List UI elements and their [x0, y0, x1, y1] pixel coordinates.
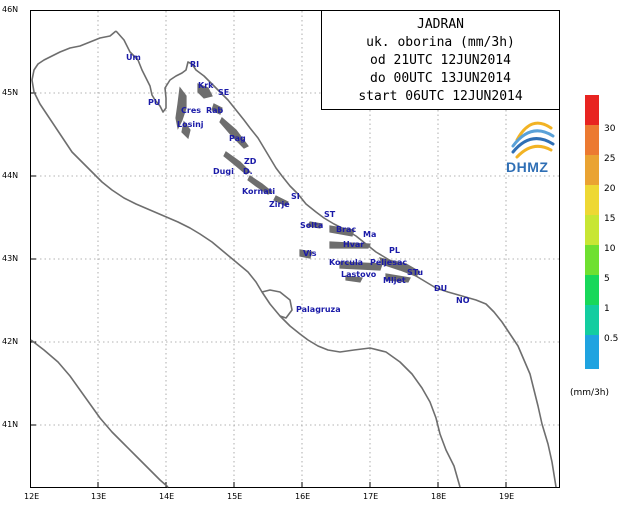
island-krk	[197, 83, 213, 99]
place-label-rab: Rab	[206, 106, 224, 115]
island-lastovo	[345, 275, 363, 283]
place-label-si: SI	[291, 192, 300, 201]
island-dugi	[223, 151, 252, 175]
island-kornati	[247, 175, 274, 195]
legend-label-10: 10	[604, 244, 616, 254]
coastline	[30, 30, 557, 488]
island-solta	[307, 221, 323, 229]
place-label-vis: Vis	[303, 249, 317, 258]
island-pag	[219, 117, 249, 149]
island-cres	[175, 86, 187, 130]
title-run-start: start 06UTC 12JUN2014	[358, 89, 523, 104]
place-label-pu: PU	[148, 98, 161, 107]
island-vis	[299, 249, 313, 259]
lat-label-42n: 42N	[2, 337, 19, 346]
lon-label-16e: 16E	[295, 492, 311, 501]
legend-swatch-top	[585, 95, 599, 125]
island-mljet	[385, 273, 411, 283]
title-box: JADRAN uk. oborina (mm/3h) od 21UTC 12JU…	[321, 11, 559, 110]
gargano	[261, 289, 293, 319]
islands	[175, 83, 421, 283]
lon-label-18e: 18E	[431, 492, 447, 501]
lat-label-43n: 43N	[2, 254, 19, 263]
place-label-losinj: Losinj	[177, 120, 204, 129]
place-label-dugi: Dugi	[213, 167, 234, 176]
island-rab	[211, 103, 223, 115]
title-variable: uk. oborina (mm/3h)	[366, 35, 515, 50]
place-label-d: D.	[243, 167, 253, 176]
legend-label-30: 30	[604, 124, 616, 134]
island-zirje	[273, 195, 289, 207]
lon-label-13e: 13E	[91, 492, 107, 501]
eastern-coast	[115, 30, 557, 488]
place-label-pl: PL	[389, 246, 400, 255]
frame-ticks	[31, 92, 507, 487]
lon-label-17e: 17E	[363, 492, 379, 501]
dhmz-logo-text: DHMZ	[506, 159, 549, 175]
legend-swatch-30	[585, 125, 599, 155]
place-label-brac: Brac	[336, 225, 357, 234]
lat-label-45n: 45N	[2, 88, 19, 97]
place-label-mljet: Mljet	[383, 276, 406, 285]
place-label-peljesac: Peljesac	[370, 258, 408, 267]
legend-label-15: 15	[604, 214, 616, 224]
legend-unit: (mm/3h)	[570, 388, 610, 398]
island-peljesac	[379, 257, 421, 277]
lon-label-15e: 15E	[227, 492, 243, 501]
graticule	[31, 11, 559, 487]
title-region: JADRAN	[417, 17, 464, 32]
lon-label-19e: 19E	[499, 492, 515, 501]
title-valid-to: do 00UTC 13JUN2014	[370, 71, 511, 86]
lat-label-44n: 44N	[2, 171, 19, 180]
place-label-kornati: Kornati	[242, 187, 276, 196]
place-label-solta: Solta	[300, 221, 324, 230]
place-label-lastovo: Lastovo	[341, 270, 377, 279]
lon-label-14e: 14E	[159, 492, 175, 501]
place-label-no: NO	[456, 296, 470, 305]
legend-swatch-25	[585, 155, 599, 185]
island-korcula	[339, 261, 383, 271]
legend-label-25: 25	[604, 154, 616, 164]
lat-label-41n: 41N	[2, 420, 19, 429]
legend-swatch-15	[585, 215, 599, 245]
legend-swatch-20	[585, 185, 599, 215]
italian-coast	[31, 30, 461, 488]
place-label-um: Um	[126, 53, 141, 62]
place-label-hvar: Hvar	[343, 240, 365, 249]
title-valid-from: od 21UTC 12JUN2014	[370, 53, 511, 68]
lat-label-46n: 46N	[2, 5, 19, 14]
lon-label-12e: 12E	[24, 492, 40, 501]
island-hvar	[329, 241, 371, 249]
place-label-ma: Ma	[363, 230, 377, 239]
legend-swatch-0-5	[585, 335, 599, 369]
legend-label-20: 20	[604, 184, 616, 194]
legend-label-5: 5	[604, 274, 610, 284]
legend-swatch-1	[585, 305, 599, 335]
place-label-se: SE	[218, 88, 230, 97]
italy-south-coast	[30, 339, 169, 488]
place-label-st: ST	[324, 210, 336, 219]
place-label-palagruza: Palagruza	[296, 305, 341, 314]
legend-swatch-5	[585, 275, 599, 305]
place-label-zd: ZD	[244, 157, 257, 166]
legend-label-0-5: 0.5	[604, 334, 619, 344]
place-label-cres: Cres	[181, 106, 202, 115]
island-losinj	[181, 120, 191, 140]
place-label-pag: Pag	[229, 134, 246, 143]
island-brac	[329, 225, 355, 237]
legend-label-1: 1	[604, 304, 610, 314]
place-label-du: DU	[434, 284, 448, 293]
dhmz-logo-icon	[511, 121, 555, 159]
place-label-stu: STu	[407, 268, 424, 277]
place-label-krk: Krk	[198, 81, 214, 90]
place-label-korcula: Korcula	[329, 258, 364, 267]
place-label-zirje: Zirje	[269, 200, 290, 209]
place-label-ri: RI	[190, 60, 200, 69]
legend-swatch-10	[585, 245, 599, 275]
